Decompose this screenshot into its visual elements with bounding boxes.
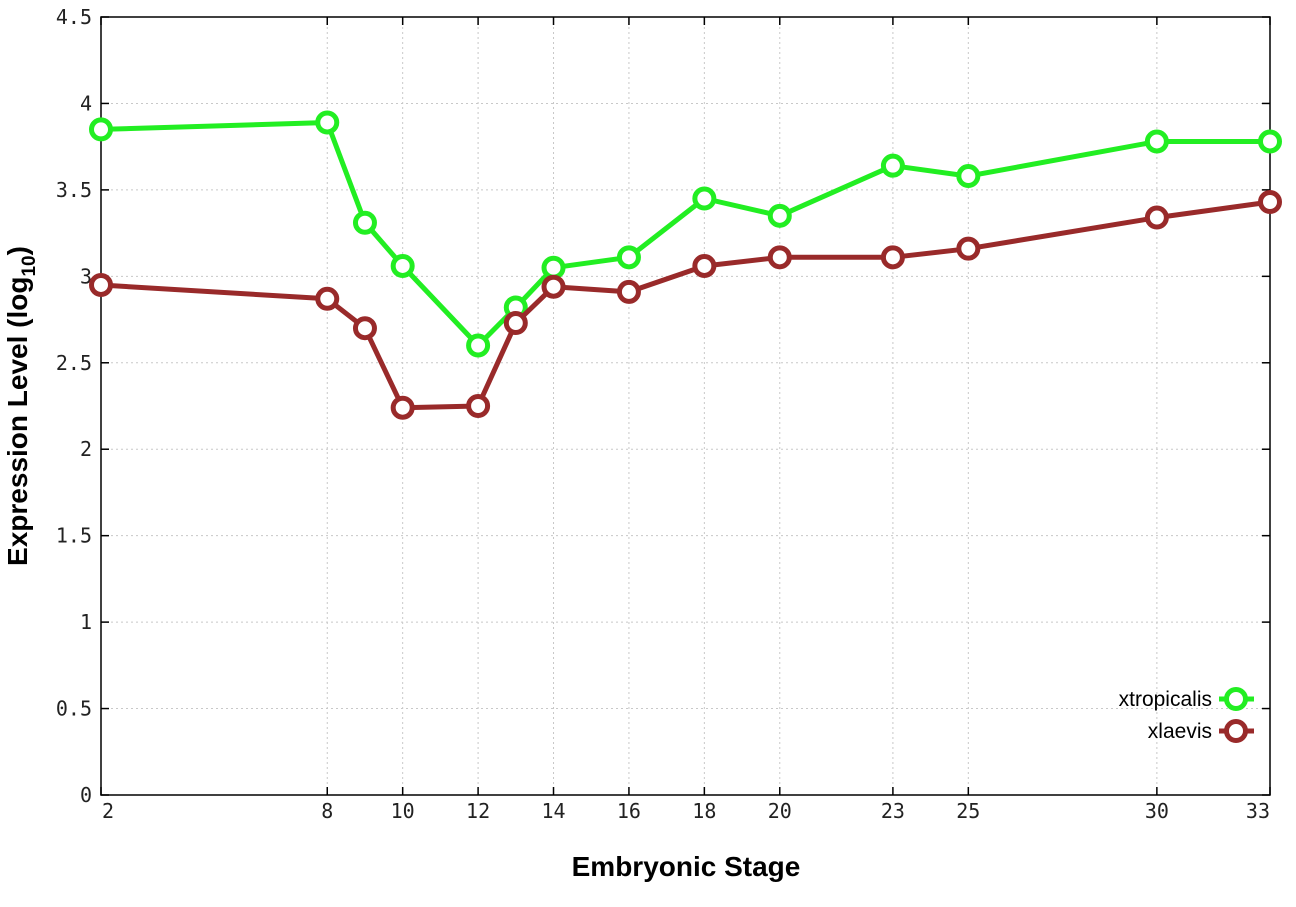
y-tick-label: 4 <box>80 91 92 115</box>
x-tick-label: 18 <box>692 799 716 823</box>
y-axis-title-main: Expression Level (log <box>2 277 33 566</box>
x-tick-label: 25 <box>956 799 980 823</box>
series-xtropicalis <box>89 110 1282 358</box>
data-point <box>466 333 491 358</box>
y-axis-title-subscript: 10 <box>19 255 40 276</box>
x-tick-label: 2 <box>102 799 114 823</box>
legend-item: xtropicalis <box>1119 687 1254 711</box>
plot-frame <box>100 16 1271 796</box>
x-axis-title: Embryonic Stage <box>572 851 801 882</box>
y-tick-label: 2.5 <box>56 351 92 375</box>
data-point <box>315 110 340 135</box>
x-tick-label: 14 <box>541 799 565 823</box>
data-point <box>541 274 566 299</box>
data-point <box>880 153 905 178</box>
y-tick-label: 0.5 <box>56 697 92 721</box>
data-point <box>503 311 528 336</box>
data-point <box>1144 129 1169 154</box>
x-axis-tick-labels: 2 8 10 12 14 16 18 20 23 25 30 33 <box>102 799 1270 823</box>
series-line <box>100 120 1270 348</box>
x-tick-label: 8 <box>321 799 333 823</box>
grid-lines <box>101 17 1270 795</box>
data-point <box>352 316 377 341</box>
series-line <box>100 199 1271 411</box>
data-point <box>880 245 905 270</box>
y-tick-label: 0 <box>80 783 92 807</box>
data-point <box>616 279 641 304</box>
data-point <box>1144 205 1169 230</box>
x-tick-label: 16 <box>617 799 641 823</box>
x-tick-label: 10 <box>391 799 415 823</box>
x-tick-label: 23 <box>881 799 905 823</box>
data-point <box>89 117 113 142</box>
data-point <box>1258 189 1282 214</box>
series-xlaevis <box>89 189 1282 420</box>
y-axis-title-close: ) <box>2 246 33 255</box>
data-point <box>767 245 792 270</box>
x-tick-label: 12 <box>466 799 490 823</box>
data-point <box>1258 129 1282 154</box>
data-point <box>541 255 566 280</box>
data-point <box>692 186 717 211</box>
y-tick-label: 3.5 <box>56 178 92 202</box>
y-tick-label: 2 <box>80 437 92 461</box>
data-point <box>956 164 981 189</box>
x-tick-label: 33 <box>1246 799 1270 823</box>
data-point <box>466 394 491 418</box>
y-tick-label: 1.5 <box>56 524 92 548</box>
x-tick-label: 30 <box>1145 799 1169 823</box>
data-point <box>956 236 981 261</box>
data-point <box>692 253 717 278</box>
legend-marker <box>1224 719 1248 743</box>
axis-ticks <box>100 16 1271 796</box>
data-point <box>616 245 641 270</box>
data-point <box>89 272 113 297</box>
y-tick-label: 1 <box>80 610 92 634</box>
y-tick-label: 3 <box>80 264 92 288</box>
legend-item: xlaevis <box>1148 719 1254 743</box>
data-point <box>352 210 377 235</box>
y-tick-label: 4.5 <box>56 5 92 29</box>
data-point <box>390 253 415 278</box>
y-axis-title: Expression Level (log10) <box>2 246 40 566</box>
x-tick-label: 20 <box>768 799 792 823</box>
legend-label: xtropicalis <box>1119 688 1212 711</box>
data-point <box>315 286 340 311</box>
series-layer <box>89 110 1282 420</box>
legend: xtropicalis xlaevis <box>1119 687 1254 743</box>
legend-label: xlaevis <box>1148 720 1212 743</box>
legend-marker <box>1224 687 1248 711</box>
y-axis-tick-labels: 0 0.5 1 1.5 2 2.5 3 3.5 4 4.5 <box>56 5 92 807</box>
data-point <box>390 395 415 420</box>
data-point <box>767 203 792 228</box>
